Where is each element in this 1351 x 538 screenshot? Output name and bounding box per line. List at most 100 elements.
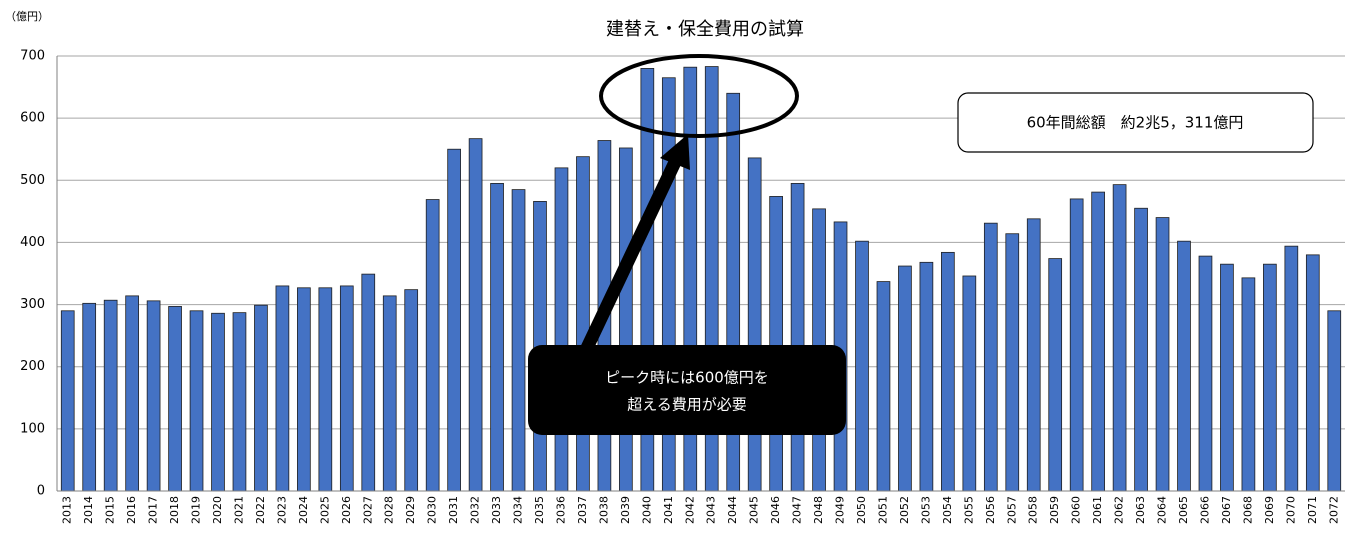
x-tick-label: 2028	[383, 496, 396, 524]
x-tick-label: 2017	[147, 496, 160, 524]
x-tick-label: 2049	[834, 496, 847, 524]
bar	[189, 310, 204, 492]
x-tick-label: 2047	[791, 496, 804, 524]
x-tick-label: 2060	[1070, 496, 1083, 524]
bar	[275, 285, 290, 492]
y-tick-label: 600	[20, 111, 45, 126]
x-tick-label: 2072	[1327, 496, 1340, 524]
bar	[425, 199, 440, 492]
x-tick-label: 2045	[748, 496, 761, 524]
bar	[1284, 245, 1299, 492]
x-tick-label: 2019	[190, 496, 203, 524]
bar	[82, 302, 97, 492]
bar	[1005, 233, 1020, 492]
y-tick-label: 200	[20, 359, 45, 374]
bar	[511, 189, 526, 492]
x-tick-label: 2070	[1284, 496, 1297, 524]
x-tick-label: 2018	[168, 496, 181, 524]
bar	[339, 285, 354, 492]
bar	[1155, 217, 1170, 492]
x-tick-label: 2071	[1306, 496, 1319, 524]
x-tick-label: 2048	[812, 496, 825, 524]
overlay: ピーク時には600億円を 超える費用が必要 60年間総額 約2兆5，311億円	[528, 54, 1314, 435]
arrow-head	[660, 134, 690, 170]
callout-box	[528, 345, 846, 435]
bar	[941, 251, 955, 492]
y-tick-label: 0	[37, 484, 45, 499]
bar	[619, 147, 633, 492]
bar	[318, 287, 333, 492]
bar	[1026, 218, 1041, 492]
x-tick-label: 2038	[597, 496, 610, 524]
bar	[554, 167, 569, 492]
x-tick-label: 2034	[512, 496, 525, 524]
total-text: 60年間総額 約2兆5，311億円	[1027, 114, 1244, 132]
y-unit-label: （億円）	[5, 10, 49, 23]
x-tick-label: 2041	[662, 496, 675, 524]
bar	[404, 289, 419, 492]
bar	[876, 281, 891, 492]
y-tick-label: 300	[20, 297, 45, 312]
callout-text: 超える費用が必要	[627, 396, 747, 414]
bar	[1305, 254, 1320, 492]
bar	[1198, 255, 1213, 492]
bar	[1112, 184, 1127, 492]
bar	[898, 265, 912, 492]
bar	[1048, 258, 1063, 492]
x-tick-label: 2026	[340, 496, 353, 524]
x-tick-label: 2025	[318, 496, 331, 524]
bar	[747, 157, 762, 492]
x-tick-label: 2020	[211, 496, 224, 524]
bar	[962, 275, 977, 492]
bar	[1327, 310, 1342, 492]
bar	[447, 148, 461, 492]
bar	[490, 182, 504, 492]
x-tick-label: 2063	[1134, 496, 1147, 524]
x-tick-label: 2059	[1048, 496, 1061, 524]
bar	[168, 306, 182, 492]
bar	[1177, 240, 1191, 492]
y-tick-label: 400	[20, 235, 45, 250]
bar	[211, 312, 225, 492]
x-tick-label: 2021	[232, 496, 245, 524]
x-tick-label: 2023	[275, 496, 288, 524]
bar	[919, 261, 934, 492]
x-tick-label: 2064	[1156, 496, 1169, 524]
total-box	[957, 92, 1314, 153]
bar	[1134, 207, 1148, 492]
bar	[790, 182, 805, 492]
x-tick-label: 2030	[426, 496, 439, 524]
x-tick-label: 2027	[361, 496, 374, 524]
bar	[1241, 277, 1256, 492]
x-tick-label: 2057	[1005, 496, 1018, 524]
x-tick-label: 2016	[125, 496, 138, 524]
x-tick-label: 2066	[1198, 496, 1211, 524]
x-tick-label: 2044	[726, 496, 739, 524]
x-tick-label: 2039	[619, 496, 632, 524]
bar	[297, 287, 311, 492]
x-tick-label: 2052	[898, 496, 911, 524]
x-tick-label: 2031	[447, 496, 460, 524]
x-tick-label: 2040	[640, 496, 653, 524]
x-tick-label: 2043	[705, 496, 718, 524]
x-tick-label: 2037	[576, 496, 589, 524]
bar	[232, 312, 247, 492]
x-tick-label: 2065	[1177, 496, 1190, 524]
x-tick-label: 2050	[855, 496, 868, 524]
x-tick-label: 2056	[984, 496, 997, 524]
bar	[1091, 191, 1105, 492]
x-tick-label: 2024	[297, 496, 310, 524]
x-tick-label: 2051	[876, 496, 889, 524]
peak-ellipse	[599, 54, 799, 138]
x-tick-label: 2058	[1027, 496, 1040, 524]
arrow-shaft	[580, 157, 682, 353]
x-tick-label: 2054	[941, 496, 954, 524]
x-tick-label: 2068	[1241, 496, 1254, 524]
bar	[576, 156, 590, 492]
x-tick-label: 2033	[490, 496, 503, 524]
x-tick-label: 2053	[919, 496, 932, 524]
x-tick-label: 2069	[1263, 496, 1276, 524]
x-tick-label: 2055	[962, 496, 975, 524]
x-tick-label: 2046	[769, 496, 782, 524]
